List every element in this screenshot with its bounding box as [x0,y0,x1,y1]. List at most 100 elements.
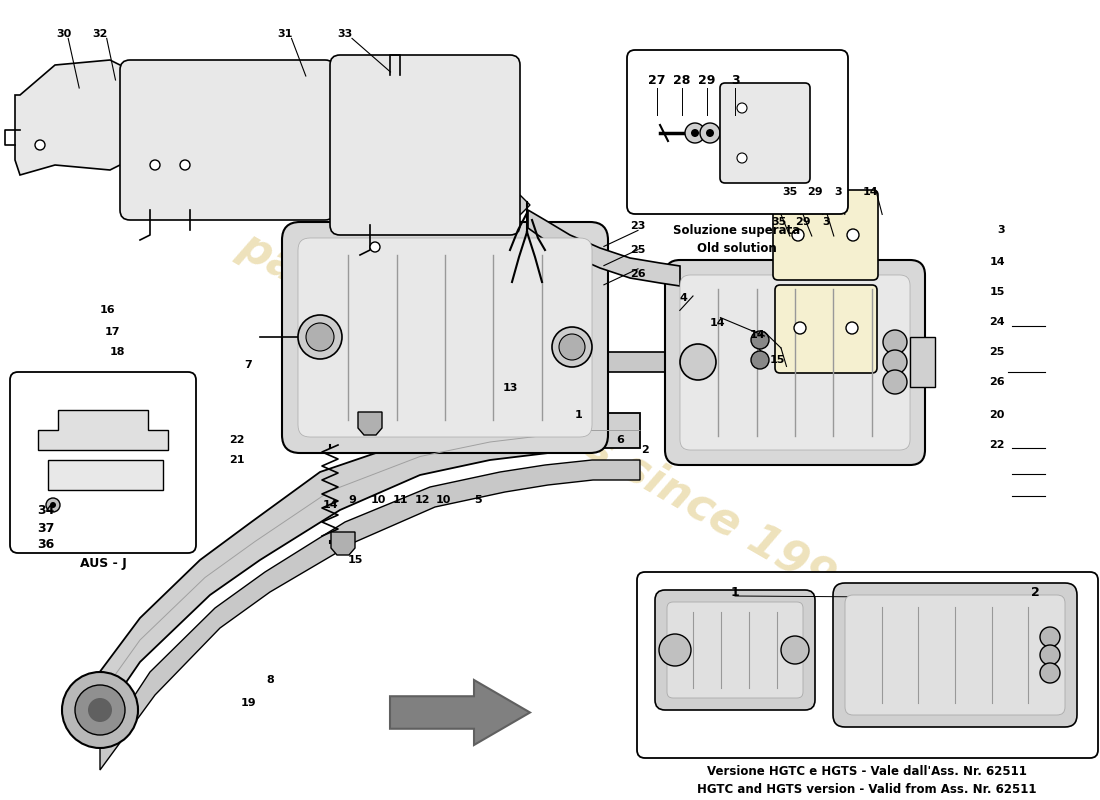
Circle shape [150,160,160,170]
Text: 15: 15 [990,287,1005,297]
Text: 7: 7 [244,360,252,370]
Text: 14: 14 [322,500,338,510]
Text: Soluzione superata
Old solution: Soluzione superata Old solution [673,224,801,255]
Circle shape [559,334,585,360]
FancyBboxPatch shape [773,190,878,280]
Circle shape [62,672,138,748]
Polygon shape [528,210,680,286]
Circle shape [781,636,808,664]
Text: 15: 15 [348,555,363,565]
Circle shape [298,315,342,359]
Polygon shape [48,460,163,490]
FancyBboxPatch shape [10,372,196,553]
Text: 22: 22 [230,435,245,445]
Circle shape [847,229,859,241]
Text: 14: 14 [750,330,766,340]
Text: AUS - J: AUS - J [79,557,126,570]
Text: 4: 4 [680,293,688,303]
Circle shape [116,451,124,459]
FancyBboxPatch shape [637,572,1098,758]
Text: 25: 25 [990,347,1005,357]
Text: 26: 26 [989,377,1005,387]
Circle shape [114,424,126,436]
Circle shape [75,685,125,735]
Text: 30: 30 [56,29,72,39]
Text: 22: 22 [990,440,1005,450]
Circle shape [737,153,747,163]
Text: 35: 35 [782,187,797,197]
Text: 3: 3 [822,217,829,227]
Circle shape [846,322,858,334]
FancyBboxPatch shape [627,50,848,214]
Circle shape [685,123,705,143]
Circle shape [737,103,747,113]
Text: 5: 5 [474,495,482,505]
Text: 21: 21 [230,455,245,465]
FancyBboxPatch shape [667,602,803,698]
Polygon shape [590,352,680,372]
Polygon shape [331,532,355,555]
Text: passion for parts since 1999: passion for parts since 1999 [231,223,869,617]
Circle shape [306,323,334,351]
Circle shape [46,498,60,512]
Circle shape [691,129,698,137]
Circle shape [680,344,716,380]
Text: 23: 23 [630,221,646,231]
Polygon shape [510,195,530,215]
Text: 3: 3 [730,74,739,86]
Polygon shape [100,460,640,770]
Polygon shape [15,60,145,175]
Text: 1: 1 [575,410,583,420]
Text: 29: 29 [698,74,716,86]
Text: 31: 31 [277,29,293,39]
Polygon shape [39,410,168,450]
FancyBboxPatch shape [720,83,810,183]
Circle shape [706,129,714,137]
Circle shape [794,322,806,334]
Text: 9: 9 [348,495,356,505]
Circle shape [35,140,45,150]
Text: 6: 6 [616,435,624,445]
FancyBboxPatch shape [845,595,1065,715]
Text: 29: 29 [807,187,823,197]
Text: 12: 12 [415,495,430,505]
Circle shape [883,370,908,394]
FancyBboxPatch shape [298,238,592,437]
FancyBboxPatch shape [666,260,925,465]
Text: 29: 29 [795,217,811,227]
Polygon shape [90,413,640,735]
Text: 14: 14 [862,187,878,197]
Text: 27: 27 [648,74,666,86]
Text: 8: 8 [266,675,274,685]
Circle shape [1040,627,1060,647]
Text: 17: 17 [104,327,120,337]
Text: 13: 13 [503,383,518,393]
Circle shape [50,502,56,508]
Circle shape [883,350,908,374]
Circle shape [700,123,720,143]
FancyBboxPatch shape [776,285,877,373]
Text: 20: 20 [990,410,1005,420]
Text: 2: 2 [1031,586,1040,598]
FancyBboxPatch shape [282,222,608,453]
Bar [910,337,935,387]
Polygon shape [390,680,530,745]
Text: 35: 35 [771,217,786,227]
Text: 3: 3 [834,187,842,197]
Circle shape [552,327,592,367]
Circle shape [1040,663,1060,683]
FancyBboxPatch shape [833,583,1077,727]
FancyBboxPatch shape [680,275,910,450]
Circle shape [751,351,769,369]
Text: 11: 11 [393,495,408,505]
Circle shape [792,229,804,241]
Text: 3: 3 [998,225,1005,235]
Text: 16: 16 [99,305,116,315]
Circle shape [751,331,769,349]
Polygon shape [358,412,382,435]
Text: 25: 25 [630,245,646,255]
FancyBboxPatch shape [330,55,520,235]
Text: 14: 14 [989,257,1005,267]
Text: 19: 19 [240,698,256,708]
Text: 18: 18 [110,347,125,357]
